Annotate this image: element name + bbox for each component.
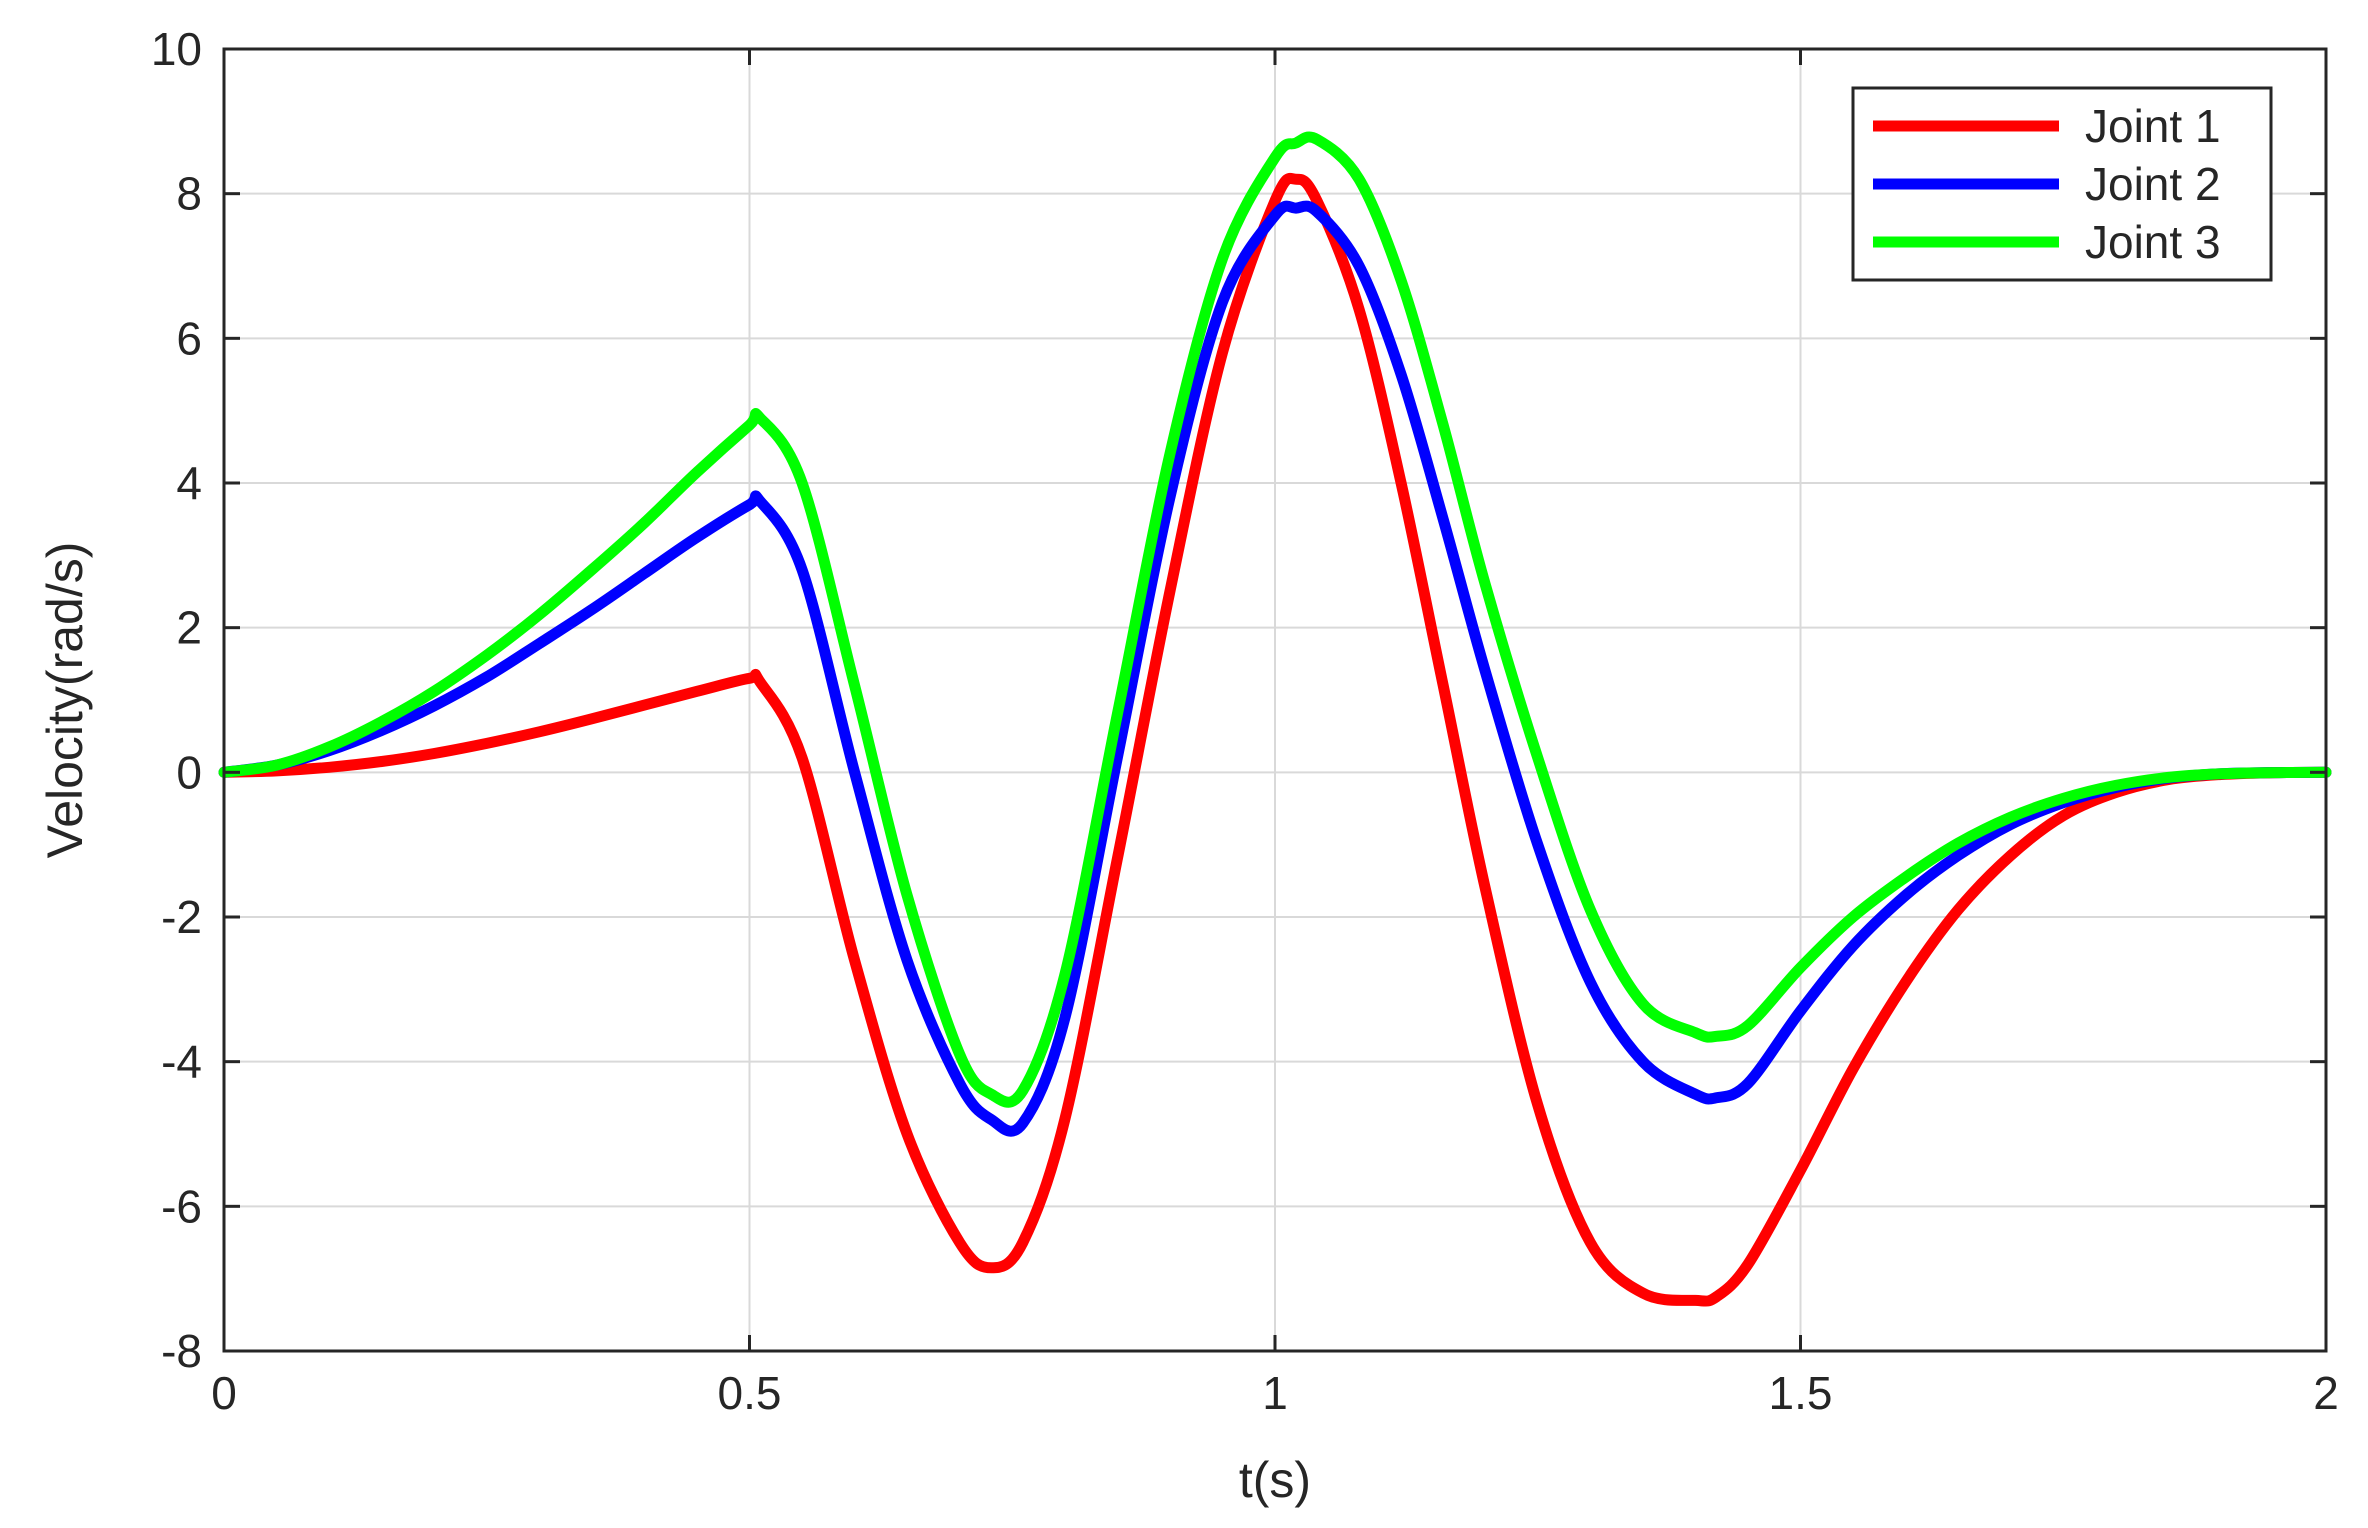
x-tick-label: 1.5 [1769,1367,1833,1419]
x-tick-label: 0 [211,1367,237,1419]
y-tick-label: -4 [161,1036,202,1088]
x-axis-label: t(s) [1239,1452,1311,1508]
series-line-joint-3 [218,131,2332,1108]
legend: Joint 1 Joint 2 Joint 3 [1851,86,2273,282]
y-tick-label: -6 [161,1180,202,1232]
legend-label-joint-2: Joint 2 [2085,158,2221,210]
legend-label-joint-1: Joint 1 [2085,100,2221,152]
y-tick-label: -8 [161,1325,202,1377]
x-tick-label: 2 [2313,1367,2339,1419]
y-tick-label: 0 [176,746,202,798]
y-tick-label: 2 [176,602,202,654]
y-tick-label: -2 [161,891,202,943]
axis-ticks: 0 0.5 1 1.5 2 -8 -6 -4 -2 0 2 4 6 8 10 [151,23,2339,1419]
x-tick-label: 1 [1262,1367,1288,1419]
x-tick-label: 0.5 [718,1367,782,1419]
y-tick-label: 4 [176,457,202,509]
y-tick-label: 10 [151,23,202,75]
y-tick-label: 6 [176,312,202,364]
legend-label-joint-3: Joint 3 [2085,216,2221,268]
y-axis-label: Velocity(rad/s) [37,542,93,859]
y-tick-label: 8 [176,168,202,220]
series-line-joint-1 [218,172,2332,1307]
series-lines [218,131,2332,1307]
series-line-joint-2 [218,200,2332,1137]
